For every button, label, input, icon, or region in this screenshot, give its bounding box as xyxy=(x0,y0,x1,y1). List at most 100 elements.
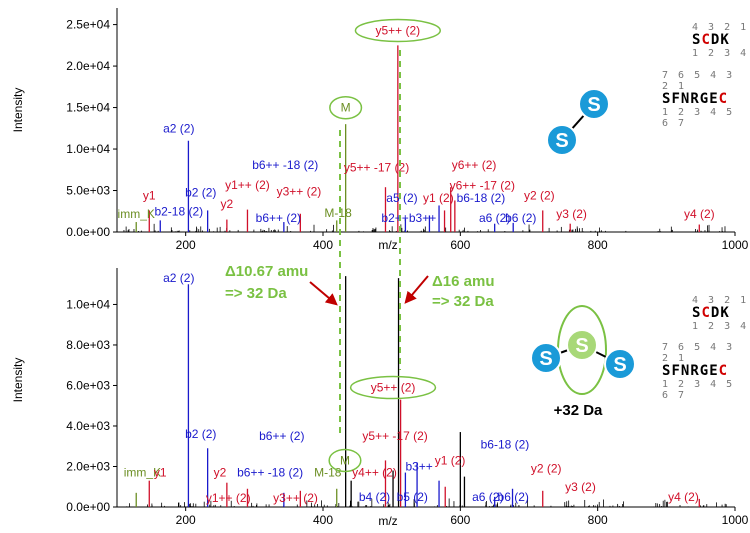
peak-label: b3++ xyxy=(405,460,432,474)
residue-char: K xyxy=(720,32,730,48)
delta1-sub-text: => 32 Da xyxy=(225,285,287,302)
peak-label: b6-18 (2) xyxy=(481,437,530,451)
atom-label: S xyxy=(539,348,552,370)
x-tick-label: 600 xyxy=(450,513,470,527)
peak-label: b6++ -18 (2) xyxy=(252,158,318,172)
peak-label: a6 (2) xyxy=(472,490,503,504)
peak-label: imm_K xyxy=(124,466,161,480)
peak-label: y5++ (2) xyxy=(375,24,420,38)
x-tick-label: 800 xyxy=(588,513,608,527)
peak-label: y1 xyxy=(154,466,167,480)
sequence-bottom-numbers: 1 2 3 4 xyxy=(692,48,749,59)
peak-label: y3 (2) xyxy=(556,207,587,221)
peak-label: M xyxy=(341,101,351,115)
peak-label: y6++ -17 (2) xyxy=(450,179,515,193)
spectrum-panel-bottom: Intensity m/z 0.0e+00 2.0e+03 4.0e+03 6.0e+… xyxy=(11,268,749,528)
residue-char: E xyxy=(709,363,719,379)
sequence-bottom-numbers: 1 2 3 4 xyxy=(692,321,749,332)
residue-char: C xyxy=(701,305,711,321)
x-tick-label: 200 xyxy=(176,238,196,252)
y-tick-label: 2.0e+03 xyxy=(66,459,110,473)
sulfur-atom-added-icon xyxy=(566,329,598,361)
sequence-text: SCDK xyxy=(692,306,748,321)
peak-label: y6++ (2) xyxy=(452,158,497,172)
y-axis-label: Intensity xyxy=(11,88,25,133)
residue-char: S xyxy=(662,363,672,379)
peak-label: a2 (2) xyxy=(163,271,194,285)
peak-label: b5 (2) xyxy=(397,490,428,504)
x-tick-label: 1000 xyxy=(722,513,749,527)
sequence-top-numbers: 7 6 5 4 3 2 1 xyxy=(662,342,735,364)
y-tick-label: 6.0e+03 xyxy=(66,378,110,392)
x-tick-label: 400 xyxy=(313,238,333,252)
peak-label: b4 (2) xyxy=(359,490,390,504)
y-tick-label: 2.0e+04 xyxy=(66,59,110,73)
mass-shift-connectors xyxy=(339,50,401,435)
peak-label: y5++ (2) xyxy=(371,381,416,395)
delta2-sub-text: => 32 Da xyxy=(432,293,494,310)
peak-label: b2++ xyxy=(381,211,408,225)
y-tick-label: 4.0e+03 xyxy=(66,419,110,433)
peak-label: a2 (2) xyxy=(163,121,194,135)
x-tick-label: 200 xyxy=(176,513,196,527)
residue-char: C xyxy=(718,91,729,107)
atom-label: S xyxy=(575,335,588,357)
y-tick-label: 2.5e+04 xyxy=(66,18,110,32)
y-tick-label: 5.0e+03 xyxy=(66,184,110,198)
x-tick-label: 400 xyxy=(313,513,333,527)
peak-label: M xyxy=(340,453,350,467)
sequence-block-top-1: 4 3 2 1 SCDK 1 2 3 4 xyxy=(692,22,748,59)
x-tick-label: 800 xyxy=(588,238,608,252)
peak-label: y1++ (2) xyxy=(225,178,270,192)
peak-label: y2 xyxy=(214,466,227,480)
sulfur-atom-icon xyxy=(578,88,610,120)
peak-label: y1 xyxy=(143,189,156,203)
sequence-bottom-numbers: 1 2 3 4 5 6 7 xyxy=(662,379,735,401)
peak-label: y3++ (2) xyxy=(277,184,322,198)
sequence-top-numbers: 4 3 2 1 xyxy=(692,295,749,306)
sequence-bottom-numbers: 1 2 3 4 5 6 7 xyxy=(662,107,735,129)
peak-label: b2-18 (2) xyxy=(154,204,203,218)
residue-char: F xyxy=(671,91,681,107)
delta2-text: Δ16 amu xyxy=(432,273,494,290)
peak-label: M-18 xyxy=(324,206,352,220)
x-tick-label: 1000 xyxy=(722,238,749,252)
peak-label: y3 (2) xyxy=(565,480,596,494)
y-tick-label: 1.0e+04 xyxy=(66,297,110,311)
residue-char: S xyxy=(692,32,702,48)
trisulfide-molecule: S S S +32 Da xyxy=(530,305,636,419)
peak-label: y1 (2) xyxy=(423,191,454,205)
y-tick-label: 0.0e+00 xyxy=(66,225,110,239)
sequence-text: SFNRGEC xyxy=(662,364,750,379)
residue-char: N xyxy=(680,363,691,379)
peak-label: b3++ xyxy=(409,211,436,225)
atom-label: S xyxy=(555,130,568,152)
residue-char: D xyxy=(710,32,721,48)
residue-char: E xyxy=(709,91,719,107)
delta1-text: Δ10.67 amu xyxy=(225,263,308,280)
sequence-top-numbers: 4 3 2 1 xyxy=(692,22,749,33)
peak-label: y1 (2) xyxy=(435,453,466,467)
peak-label: y4++ (2) xyxy=(352,466,397,480)
peak-label: y2 xyxy=(221,197,234,211)
sulfur-atom-icon xyxy=(546,124,578,156)
peak-label: b6-18 (2) xyxy=(457,191,506,205)
atom-label: S xyxy=(587,94,600,116)
peak-label: y3++ (2) xyxy=(273,491,318,505)
highlight-ellipse xyxy=(328,448,362,473)
peak-label: y4 (2) xyxy=(668,490,699,504)
highlight-ellipse xyxy=(329,95,363,120)
y-axis-label: Intensity xyxy=(11,358,25,403)
residue-char: C xyxy=(718,363,729,379)
peak-label: a6 (2) xyxy=(479,211,510,225)
peak-label: y1++ (2) xyxy=(206,491,251,505)
residue-char: R xyxy=(690,91,700,107)
highlight-ellipse xyxy=(349,375,437,400)
peak-label: b6 (2) xyxy=(505,211,536,225)
peak-label: y2 (2) xyxy=(531,462,562,476)
sulfur-atom-icon xyxy=(604,348,636,380)
delta1-arrow xyxy=(309,281,338,306)
disulfide-molecule: S S xyxy=(546,88,610,156)
sequence-top-numbers: 7 6 5 4 3 2 1 xyxy=(662,70,735,92)
y-tick-label: 8.0e+03 xyxy=(66,338,110,352)
